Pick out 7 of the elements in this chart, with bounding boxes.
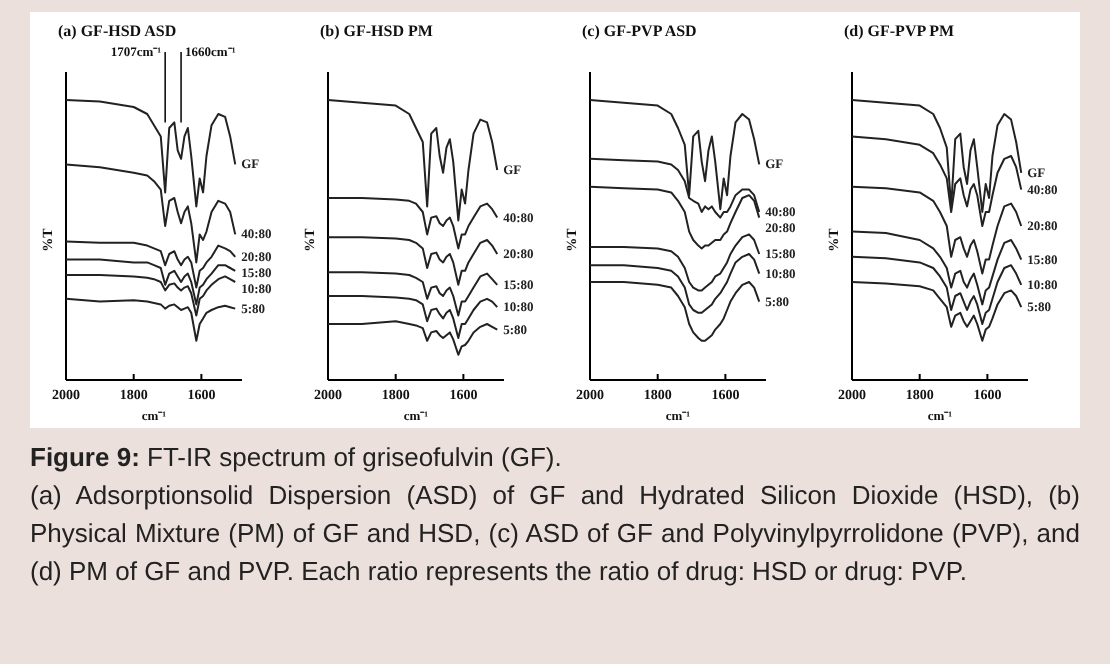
caption: Figure 9: xyxy=(30,442,140,472)
chart-title: (b) GF-HSD PM xyxy=(320,22,434,40)
chart-title: (d) GF-PVP PM xyxy=(844,22,956,40)
chart-title: (a) GF-HSD ASD xyxy=(58,22,177,40)
text: FT-IR spectrum of griseofulvin (GF). xyxy=(145,442,562,472)
text: (a) Adsorptionsolid Dispersion (ASD) of GF and Hydrated Silicon Dioxide (HSD), (b) Physical Mixture (PM) of GF and HSD, (c) ASD of GF and Polyvinylpyrrolidone (PVP), and (d) PM of GF and PVP. Each ratio represents the ratio of drug: HSD or drug: PVP. xyxy=(30,478,1080,590)
chart-title: (c) GF-PVP ASD xyxy=(582,22,698,40)
